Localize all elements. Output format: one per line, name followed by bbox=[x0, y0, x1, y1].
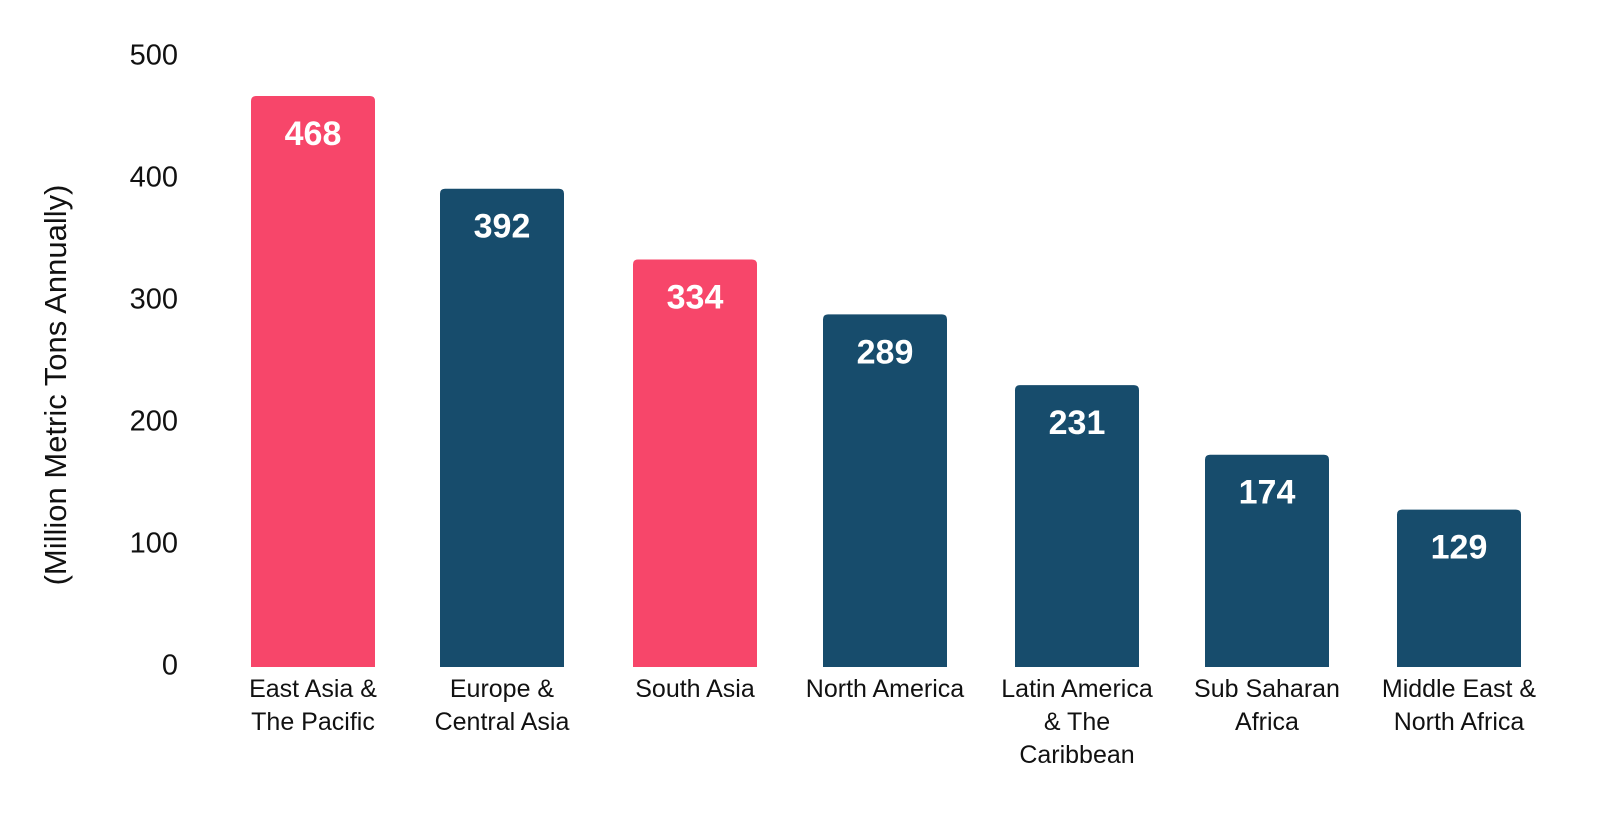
x-category-label-line: & The bbox=[1044, 708, 1110, 736]
bar bbox=[251, 96, 375, 668]
bar-value-label: 289 bbox=[857, 333, 914, 371]
y-tick-label: 500 bbox=[130, 40, 178, 72]
x-category-label-line: Central Asia bbox=[435, 708, 570, 736]
x-category-label-line: Middle East & bbox=[1382, 675, 1537, 703]
x-category-label-line: Europe & bbox=[450, 675, 555, 703]
x-category-label-line: Africa bbox=[1235, 708, 1299, 736]
data-labels: 468 392 334 289 231 174 129 bbox=[285, 115, 1488, 567]
bar-value-label: 468 bbox=[285, 115, 342, 153]
x-category-label: North America bbox=[806, 675, 964, 703]
bar bbox=[1015, 385, 1139, 667]
bar bbox=[823, 314, 947, 667]
bar-value-label: 392 bbox=[474, 208, 531, 246]
y-axis-title-group: (Million Metric Tons Annually) bbox=[38, 185, 73, 586]
x-category-label-line: North America bbox=[806, 675, 964, 703]
y-tick-label: 400 bbox=[130, 162, 178, 194]
x-axis-labels: East Asia & The Pacific Europe & Central As… bbox=[249, 675, 1536, 769]
x-category-label-line: Latin America bbox=[1001, 675, 1153, 703]
x-category-label: East Asia & The Pacific bbox=[249, 675, 377, 736]
bar-value-label: 174 bbox=[1239, 474, 1296, 512]
bar bbox=[1397, 509, 1521, 667]
x-category-label-line: Caribbean bbox=[1019, 741, 1134, 769]
x-category-label: Latin America & The Caribbean bbox=[1001, 675, 1153, 769]
y-tick-label: 300 bbox=[130, 284, 178, 316]
x-category-label-line: Sub Saharan bbox=[1194, 675, 1340, 703]
y-axis-ticks: 0 100 200 300 400 500 bbox=[130, 40, 178, 682]
x-category-label: South Asia bbox=[635, 675, 755, 703]
x-category-label: Sub Saharan Africa bbox=[1194, 675, 1340, 736]
bars bbox=[251, 96, 1521, 668]
x-category-label: Europe & Central Asia bbox=[435, 675, 570, 736]
y-tick-label: 0 bbox=[162, 650, 178, 682]
x-category-label-line: East Asia & bbox=[249, 675, 377, 703]
y-tick-label: 100 bbox=[130, 528, 178, 560]
y-axis-title: (Million Metric Tons Annually) bbox=[38, 185, 73, 586]
bar bbox=[1205, 454, 1329, 667]
bar bbox=[440, 188, 564, 667]
bar bbox=[633, 259, 757, 667]
x-category-label-line: South Asia bbox=[635, 675, 755, 703]
y-tick-label: 200 bbox=[130, 406, 178, 438]
x-category-label-line: North Africa bbox=[1394, 708, 1525, 736]
x-category-label-line: The Pacific bbox=[251, 708, 375, 736]
bar-value-label: 231 bbox=[1049, 404, 1106, 442]
x-category-label: Middle East & North Africa bbox=[1382, 675, 1537, 736]
bar-value-label: 334 bbox=[667, 279, 724, 317]
bar-value-label: 129 bbox=[1431, 529, 1488, 567]
